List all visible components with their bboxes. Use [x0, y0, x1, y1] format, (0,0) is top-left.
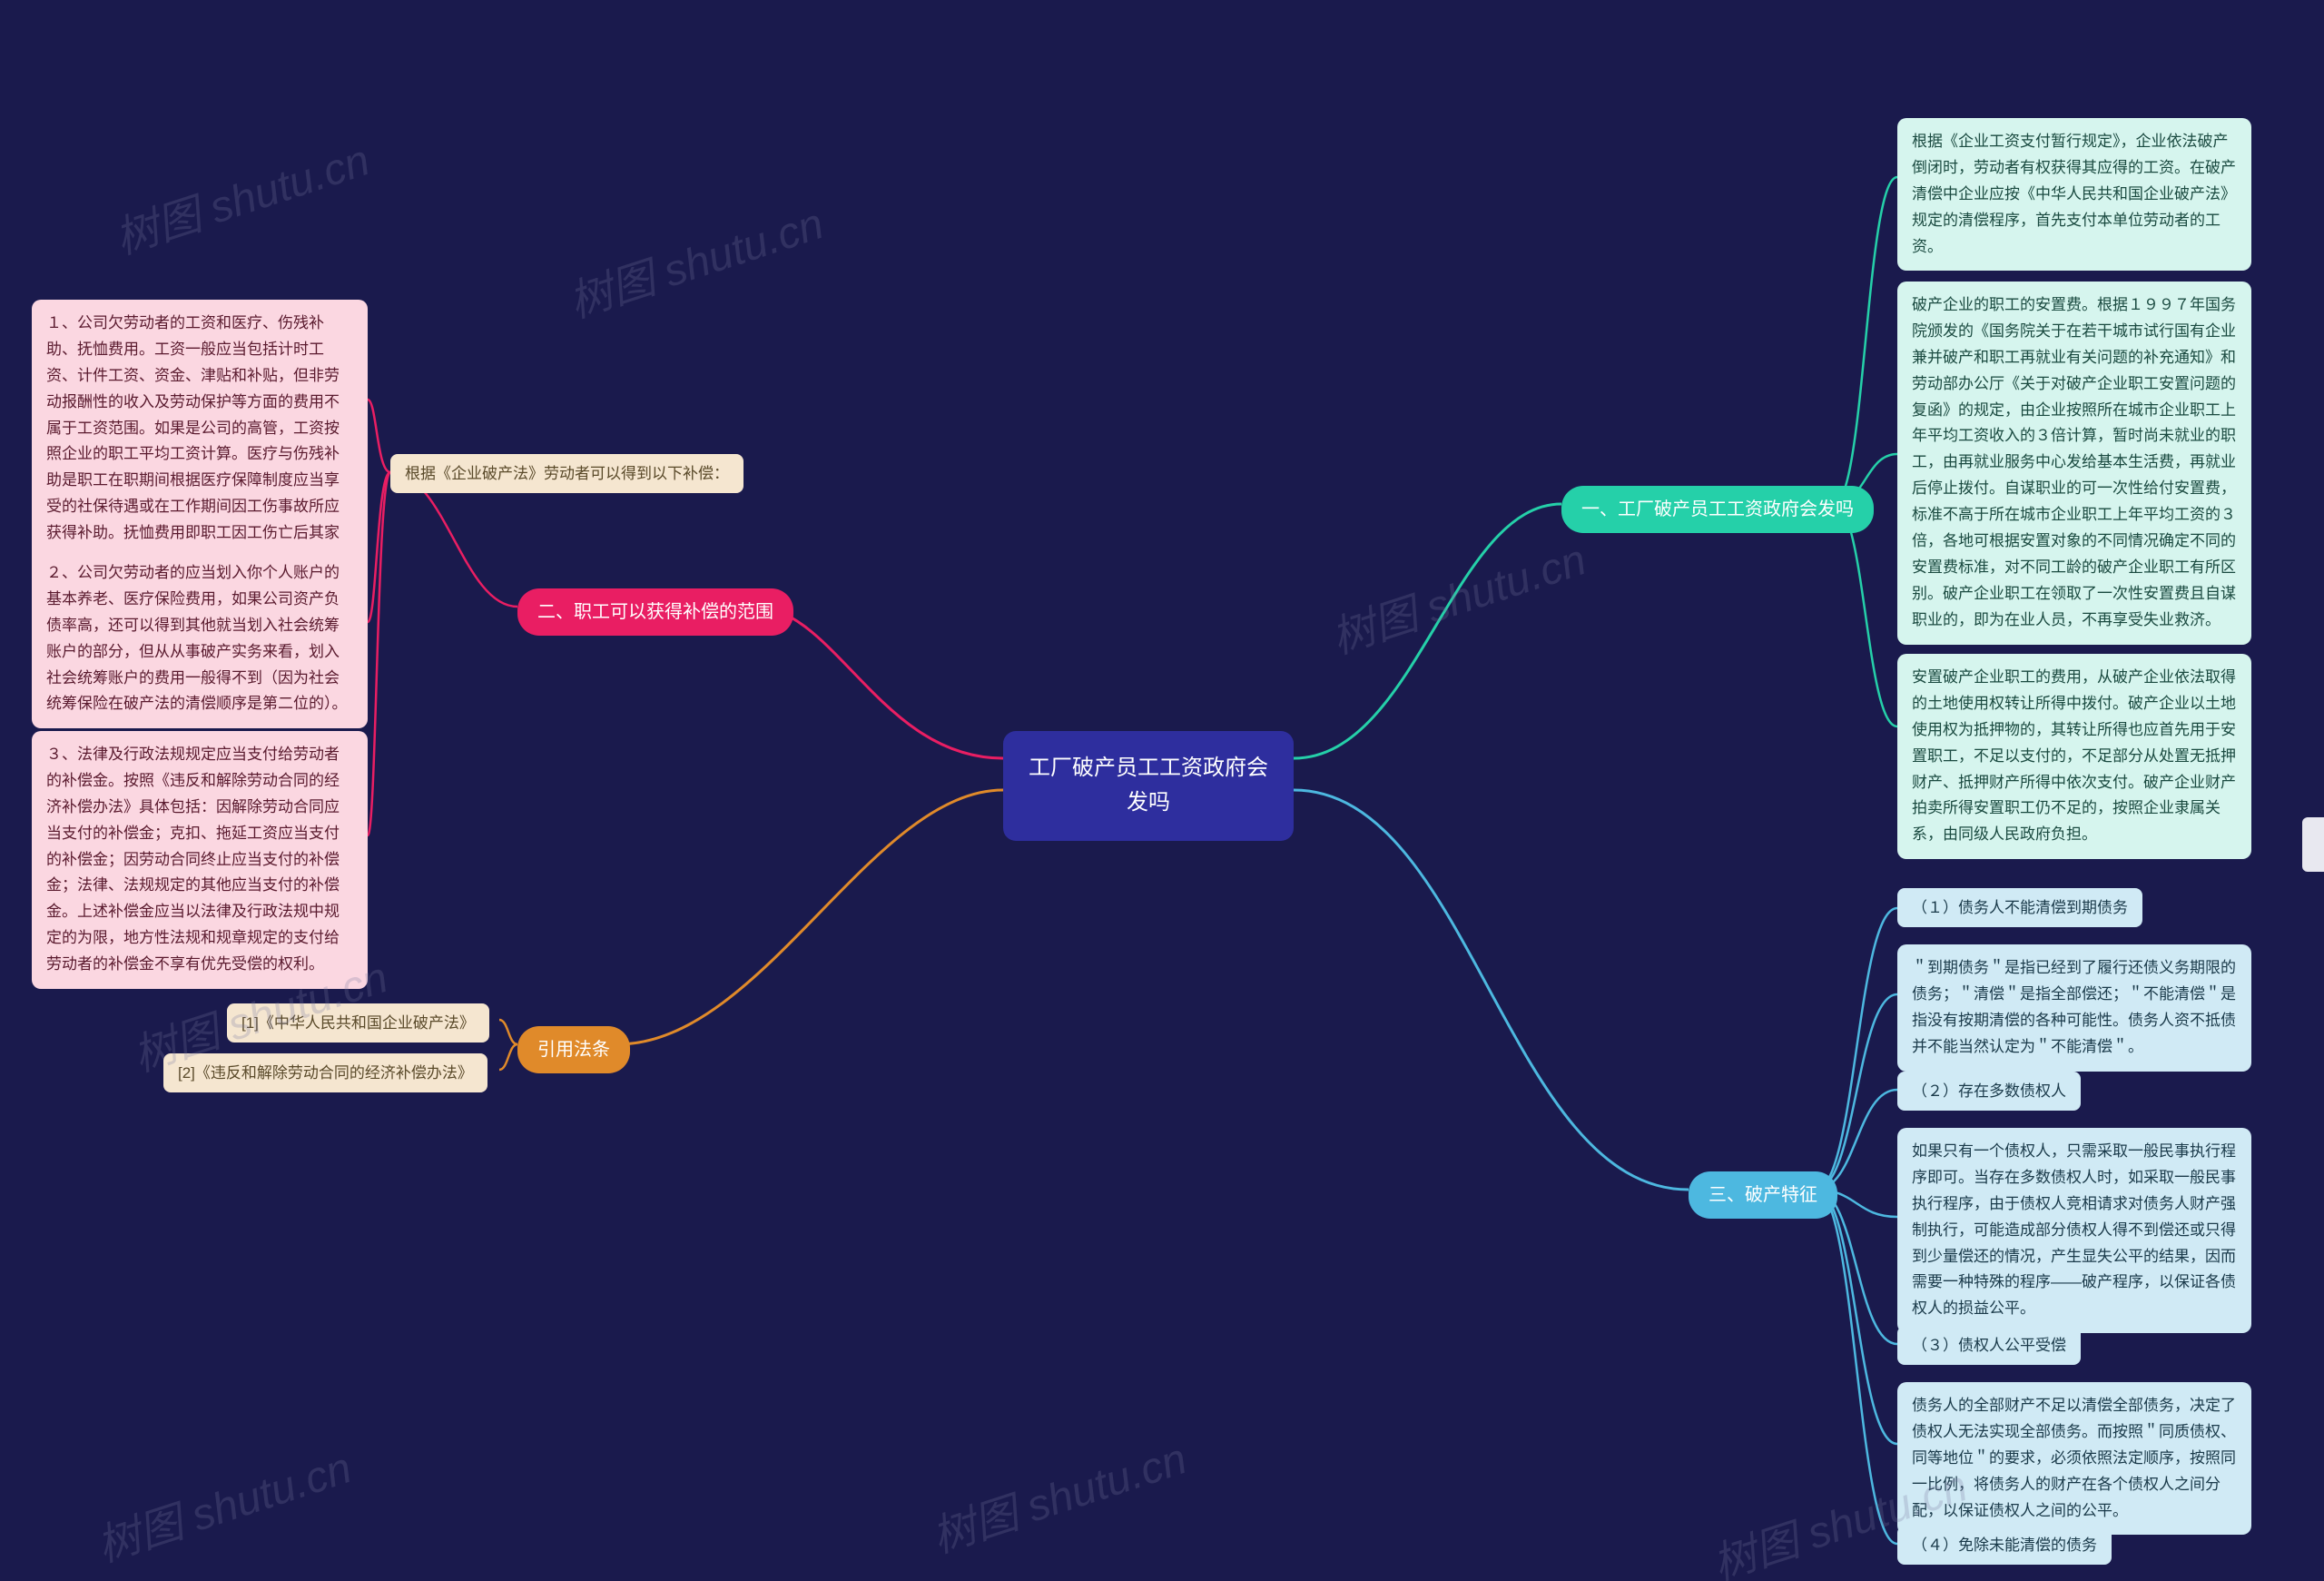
branch-2-topic[interactable]: 二、职工可以获得补偿的范围	[517, 588, 793, 636]
branch-3-sub-4[interactable]: （３）债权人公平受偿	[1897, 1326, 2081, 1365]
branch-4-sub-1[interactable]: [2]《违反和解除劳动合同的经济补偿办法》	[163, 1053, 487, 1092]
branch-3-sub-6[interactable]: （４）免除未能清偿的债务	[1897, 1526, 2112, 1565]
watermark: 树图 shutu.cn	[559, 188, 830, 330]
branch-3-sub-2[interactable]: （２）存在多数债权人	[1897, 1072, 2081, 1111]
branch-1-sub-1[interactable]: 破产企业的职工的安置费。根据１９９７年国务院颁发的《国务院关于在若干城市试行国有…	[1897, 282, 2251, 645]
branch-3-sub-0[interactable]: （１）债务人不能清偿到期债务	[1897, 888, 2142, 927]
branch-1-topic[interactable]: 一、工厂破产员工工资政府会发吗	[1561, 486, 1874, 533]
branch-3-sub-1[interactable]: ＂到期债务＂是指已经到了履行还债义务期限的债务；＂清偿＂是指全部偿还；＂不能清偿…	[1897, 944, 2251, 1072]
watermark: 树图 shutu.cn	[922, 1423, 1193, 1565]
branch-4-sub-0[interactable]: [1]《中华人民共和国企业破产法》	[227, 1003, 489, 1042]
branch-2-sub-2[interactable]: ３、法律及行政法规规定应当支付给劳动者的补偿金。按照《违反和解除劳动合同的经济补…	[32, 731, 368, 989]
side-tab[interactable]	[2302, 817, 2324, 872]
branch-2-note[interactable]: 根据《企业破产法》劳动者可以得到以下补偿：	[390, 454, 743, 493]
branch-1-sub-0[interactable]: 根据《企业工资支付暂行规定》，企业依法破产倒闭时，劳动者有权获得其应得的工资。在…	[1897, 118, 2251, 271]
branch-2-sub-1[interactable]: ２、公司欠劳动者的应当划入你个人账户的基本养老、医疗保险费用，如果公司资产负债率…	[32, 549, 368, 728]
branch-2-sub-0[interactable]: １、公司欠劳动者的工资和医疗、伤残补助、抚恤费用。工资一般应当包括计时工资、计件…	[32, 300, 368, 584]
watermark: 树图 shutu.cn	[1322, 524, 1592, 666]
watermark: 树图 shutu.cn	[105, 124, 376, 266]
watermark: 树图 shutu.cn	[87, 1432, 358, 1574]
branch-1-sub-2[interactable]: 安置破产企业职工的费用，从破产企业依法取得的土地使用权转让所得中拨付。破产企业以…	[1897, 654, 2251, 859]
branch-3-topic[interactable]: 三、破产特征	[1689, 1171, 1837, 1219]
branch-3-sub-3[interactable]: 如果只有一个债权人，只需采取一般民事执行程序即可。当存在多数债权人时，如采取一般…	[1897, 1128, 2251, 1333]
branch-3-sub-5[interactable]: 债务人的全部财产不足以清偿全部债务，决定了债权人无法实现全部债务。而按照＂同质债…	[1897, 1382, 2251, 1535]
center-node[interactable]: 工厂破产员工工资政府会发吗	[1003, 731, 1294, 841]
branch-4-topic[interactable]: 引用法条	[517, 1026, 630, 1073]
